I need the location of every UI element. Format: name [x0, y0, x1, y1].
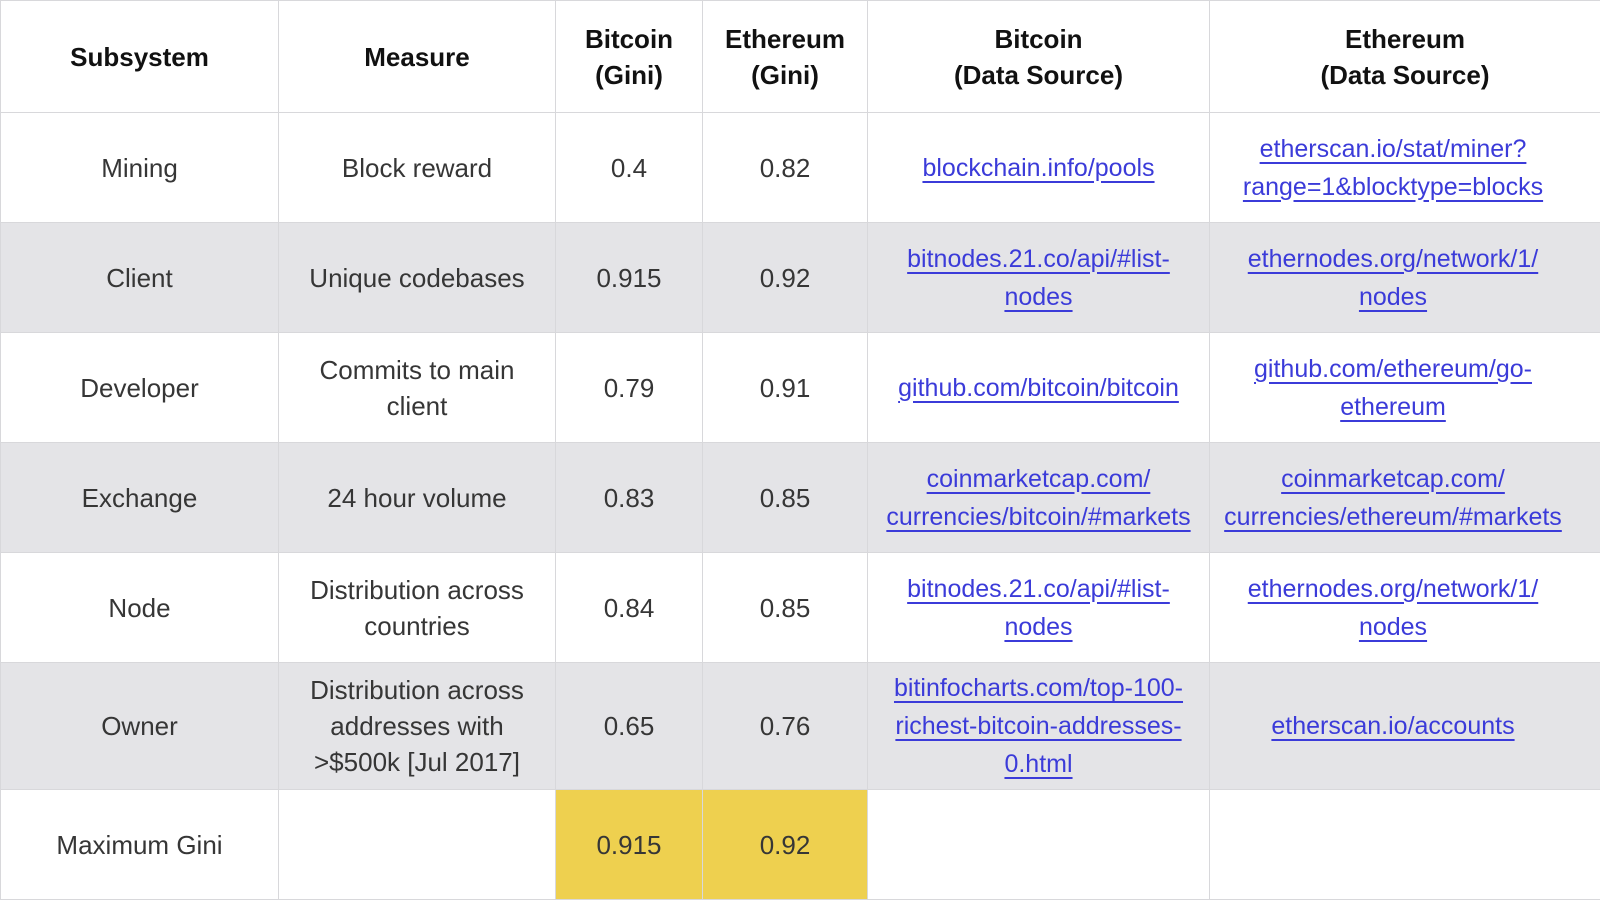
cell-bitcoin-source: bitnodes.21.co/​api/​#list-​nodes	[867, 222, 1210, 333]
header-label: Measure	[364, 41, 470, 72]
cell-subsystem: Mining	[0, 112, 279, 223]
header-label: Ethereum	[725, 23, 845, 54]
cell-empty-ethereum-source	[1209, 789, 1600, 900]
cell-empty-measure	[278, 789, 556, 900]
table-header: Subsystem Measure Bitcoin (Gini) Ethereu…	[0, 0, 1600, 113]
header-label: Bitcoin	[994, 23, 1083, 54]
cell-bitcoin-gini: 0.79	[555, 332, 703, 443]
ethereum-source-link[interactable]: ethernodes.org/​network/​1/​nodes	[1247, 244, 1539, 311]
bitcoin-source-link[interactable]: github.com/​bitcoin/​bitcoin	[898, 373, 1179, 402]
table-row-exchange: Exchange 24 hour volume 0.83 0.85 coinma…	[0, 442, 1600, 553]
cell-ethereum-gini: 0.92	[702, 222, 868, 333]
cell-ethereum-source: github.com/​ethereum/​go-​ethereum	[1209, 332, 1600, 443]
col-header-ethereum-source: Ethereum (Data Source)	[1209, 0, 1600, 113]
cell-ethereum-source: etherscan.io/​accounts	[1209, 662, 1600, 790]
bitcoin-source-link[interactable]: bitnodes.21.co/​api/​#list-​nodes	[907, 574, 1170, 641]
ethereum-source-link[interactable]: ethernodes.org/​network/​1/​nodes	[1247, 574, 1539, 641]
cell-bitcoin-source: blockchain.info/​pools	[867, 112, 1210, 223]
table-row-developer: Developer Commits to main client 0.79 0.…	[0, 332, 1600, 443]
cell-ethereum-source: etherscan.io/​stat/​miner?​range=1&block…	[1209, 112, 1600, 223]
header-label: Ethereum	[1345, 23, 1465, 54]
header-row: Subsystem Measure Bitcoin (Gini) Ethereu…	[0, 0, 1600, 113]
cell-bitcoin-source: bitnodes.21.co/​api/​#list-​nodes	[867, 552, 1210, 663]
header-sublabel: (Gini)	[595, 59, 663, 90]
cell-bitcoin-source: github.com/​bitcoin/​bitcoin	[867, 332, 1210, 443]
cell-bitcoin-gini: 0.65	[555, 662, 703, 790]
ethereum-source-link[interactable]: github.com/​ethereum/​go-​ethereum	[1254, 354, 1532, 421]
cell-measure: 24 hour volume	[278, 442, 556, 553]
cell-maximum-gini-label: Maximum Gini	[0, 789, 279, 900]
cell-subsystem: Exchange	[0, 442, 279, 553]
cell-measure: Commits to main client	[278, 332, 556, 443]
ethereum-source-link[interactable]: etherscan.io/​stat/​miner?​range=1&block…	[1242, 134, 1544, 201]
ethereum-source-link[interactable]: etherscan.io/​accounts	[1271, 712, 1515, 740]
cell-ethereum-source: coinmarketcap.com/​currencies/​ethereum/…	[1209, 442, 1600, 553]
cell-ethereum-gini: 0.82	[702, 112, 868, 223]
header-label: Subsystem	[70, 41, 209, 72]
col-header-measure: Measure	[278, 0, 556, 113]
cell-maximum-bitcoin-gini: 0.915	[555, 789, 703, 900]
table-row-mining: Mining Block reward 0.4 0.82 blockchain.…	[0, 112, 1600, 223]
table-row-maximum-gini: Maximum Gini 0.915 0.92	[0, 789, 1600, 900]
cell-ethereum-source: ethernodes.org/​network/​1/​nodes	[1209, 552, 1600, 663]
cell-ethereum-gini: 0.76	[702, 662, 868, 790]
cell-measure: Distribution across countries	[278, 552, 556, 663]
col-header-bitcoin-gini: Bitcoin (Gini)	[555, 0, 703, 113]
cell-bitcoin-gini: 0.83	[555, 442, 703, 553]
cell-bitcoin-source: coinmarketcap.com/​currencies/​bitcoin/​…	[867, 442, 1210, 553]
cell-ethereum-gini: 0.85	[702, 442, 868, 553]
bitcoin-source-link[interactable]: bitinfocharts.com/​top-​100-​richest-​bi…	[893, 674, 1184, 778]
cell-subsystem: Developer	[0, 332, 279, 443]
col-header-subsystem: Subsystem	[0, 0, 279, 113]
table-row-owner: Owner Distribution across addresses with…	[0, 662, 1600, 790]
col-header-bitcoin-source: Bitcoin (Data Source)	[867, 0, 1210, 113]
cell-bitcoin-gini: 0.84	[555, 552, 703, 663]
cell-measure: Distribution across addresses with >$500…	[278, 662, 556, 790]
bitcoin-source-link[interactable]: coinmarketcap.com/​currencies/​bitcoin/​…	[886, 464, 1191, 531]
cell-measure: Unique codebases	[278, 222, 556, 333]
bitcoin-source-link[interactable]: blockchain.info/​pools	[922, 153, 1155, 182]
cell-ethereum-gini: 0.91	[702, 332, 868, 443]
header-sublabel: (Data Source)	[1320, 59, 1490, 90]
cell-subsystem: Node	[0, 552, 279, 663]
bitcoin-source-link[interactable]: bitnodes.21.co/​api/​#list-​nodes	[907, 244, 1170, 311]
table-row-client: Client Unique codebases 0.915 0.92 bitno…	[0, 222, 1600, 333]
cell-bitcoin-gini: 0.4	[555, 112, 703, 223]
cell-subsystem: Owner	[0, 662, 279, 790]
cell-measure: Block reward	[278, 112, 556, 223]
cell-subsystem: Client	[0, 222, 279, 333]
header-sublabel: (Gini)	[751, 59, 819, 90]
table-row-node: Node Distribution across countries 0.84 …	[0, 552, 1600, 663]
table-body: Mining Block reward 0.4 0.82 blockchain.…	[0, 112, 1600, 900]
cell-bitcoin-source: bitinfocharts.com/​top-​100-​richest-​bi…	[867, 662, 1210, 790]
cell-empty-bitcoin-source	[867, 789, 1210, 900]
col-header-ethereum-gini: Ethereum (Gini)	[702, 0, 868, 113]
cell-maximum-ethereum-gini: 0.92	[702, 789, 868, 900]
header-sublabel: (Data Source)	[953, 59, 1124, 90]
ethereum-source-link[interactable]: coinmarketcap.com/​currencies/​ethereum/…	[1224, 464, 1562, 531]
header-label: Bitcoin	[584, 23, 674, 54]
cell-ethereum-gini: 0.85	[702, 552, 868, 663]
cell-ethereum-source: ethernodes.org/​network/​1/​nodes	[1209, 222, 1600, 333]
cell-bitcoin-gini: 0.915	[555, 222, 703, 333]
